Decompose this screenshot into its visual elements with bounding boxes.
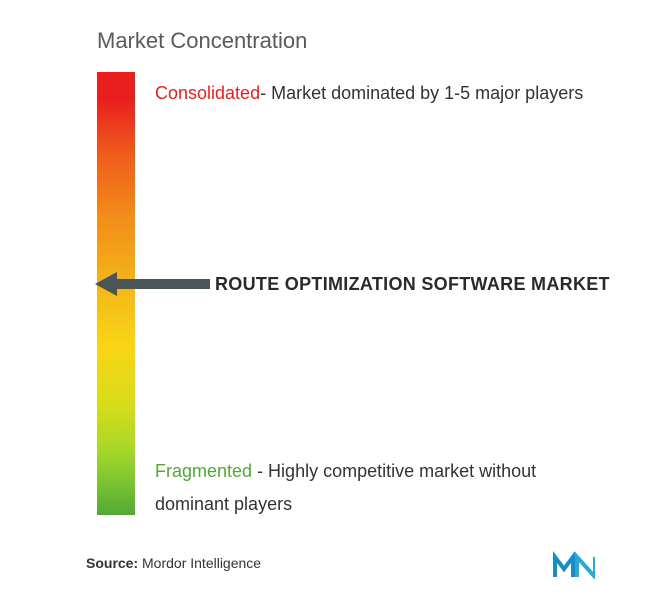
mordor-logo-icon <box>553 551 595 579</box>
main-content: Consolidated- Market dominated by 1-5 ma… <box>97 72 615 515</box>
market-pointer-section: ROUTE OPTIMIZATION SOFTWARE MARKET <box>95 270 610 298</box>
page-title: Market Concentration <box>97 28 615 54</box>
source-label: Source: <box>86 555 142 571</box>
fragmented-highlight: Fragmented <box>155 461 252 481</box>
consolidated-label: Consolidated- Market dominated by 1-5 ma… <box>155 77 595 110</box>
consolidated-highlight: Consolidated <box>155 83 260 103</box>
fragmented-label: Fragmented - Highly competitive market w… <box>155 455 595 522</box>
market-name-label: ROUTE OPTIMIZATION SOFTWARE MARKET <box>215 271 610 298</box>
arrow-icon <box>95 270 210 298</box>
labels-area: Consolidated- Market dominated by 1-5 ma… <box>135 72 615 515</box>
source-value: Mordor Intelligence <box>142 555 261 571</box>
consolidated-text: - Market dominated by 1-5 major players <box>260 83 583 103</box>
source-attribution: Source: Mordor Intelligence <box>86 555 261 571</box>
